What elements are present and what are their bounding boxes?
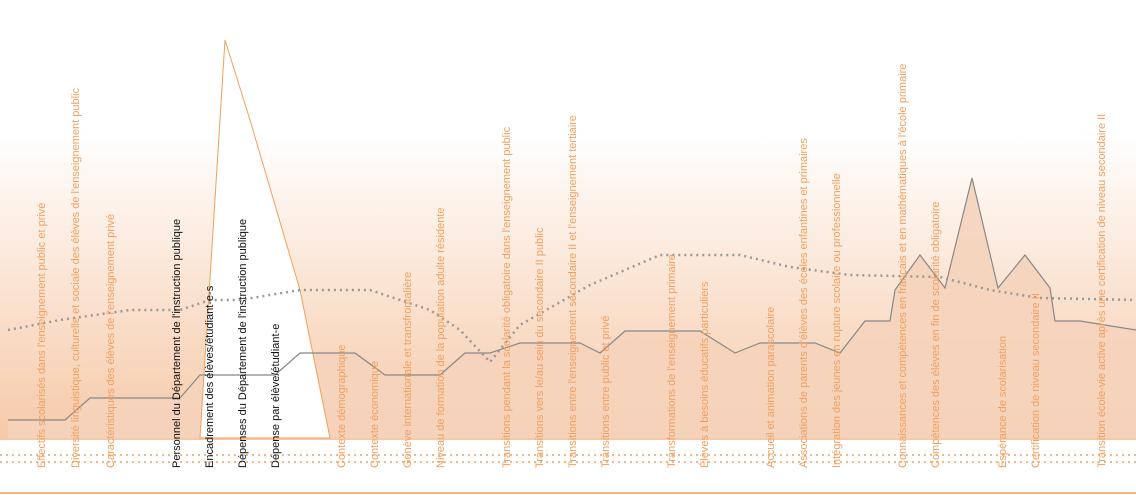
section-link[interactable]: Accueil et animation parascolaire bbox=[765, 307, 777, 468]
section-link[interactable]: Connaissances et compétences en français… bbox=[897, 64, 909, 468]
section-link[interactable]: Genève internationale et transfrontalièr… bbox=[402, 272, 414, 468]
section-link[interactable]: Certification de niveau secondaire II bbox=[1030, 293, 1042, 468]
spike bbox=[199, 39, 331, 439]
section-link[interactable]: Compétences des élèves en fin de scolari… bbox=[930, 201, 942, 468]
section-link[interactable]: Transitions entre public et privé bbox=[600, 316, 612, 468]
section-link[interactable]: Transitions pendant la scolarité obligat… bbox=[501, 126, 513, 468]
section-link[interactable]: Associations de parents d'élèves des éco… bbox=[798, 138, 810, 468]
labels: Effectifs scolarisés dans l'enseignement… bbox=[36, 64, 1108, 468]
section-link[interactable]: Dépenses du Département de l'instruction… bbox=[237, 219, 249, 468]
section-link[interactable]: Contexte démographique bbox=[336, 344, 348, 468]
section-link[interactable]: Niveau de formation de la population adu… bbox=[435, 207, 447, 468]
section-link[interactable]: Intégration des jeunes en rupture scolai… bbox=[831, 173, 843, 468]
section-link[interactable]: Caractéristiques des élèves de l'enseign… bbox=[105, 214, 117, 468]
section-link[interactable]: Élèves à besoins éducatifs particuliers bbox=[698, 281, 711, 468]
section-link[interactable]: Contexte économique bbox=[369, 361, 381, 468]
section-link[interactable]: Personnel du Département de l'instructio… bbox=[171, 219, 183, 468]
section-link[interactable]: Transitions entre l'enseignement seconda… bbox=[567, 115, 579, 468]
section-link[interactable]: Transition école-vie active après une ce… bbox=[1096, 114, 1108, 468]
section-link[interactable]: Encadrement des élèves/étudiant-e-s bbox=[204, 285, 216, 468]
section-link[interactable]: Dépense par élève/étudiant-e bbox=[270, 324, 282, 468]
section-link[interactable]: Transformations de l'enseignement primai… bbox=[666, 254, 678, 468]
section-link[interactable]: Diversité linguistique, culturelle et so… bbox=[70, 88, 82, 468]
section-link[interactable]: Espérance de scolarisation bbox=[997, 336, 1009, 468]
grey-line bbox=[8, 177, 1136, 421]
section-link[interactable]: Transitions vers le/au sein du secondair… bbox=[534, 227, 546, 468]
section-link[interactable]: Effectifs scolarisés dans l'enseignement… bbox=[36, 203, 48, 468]
